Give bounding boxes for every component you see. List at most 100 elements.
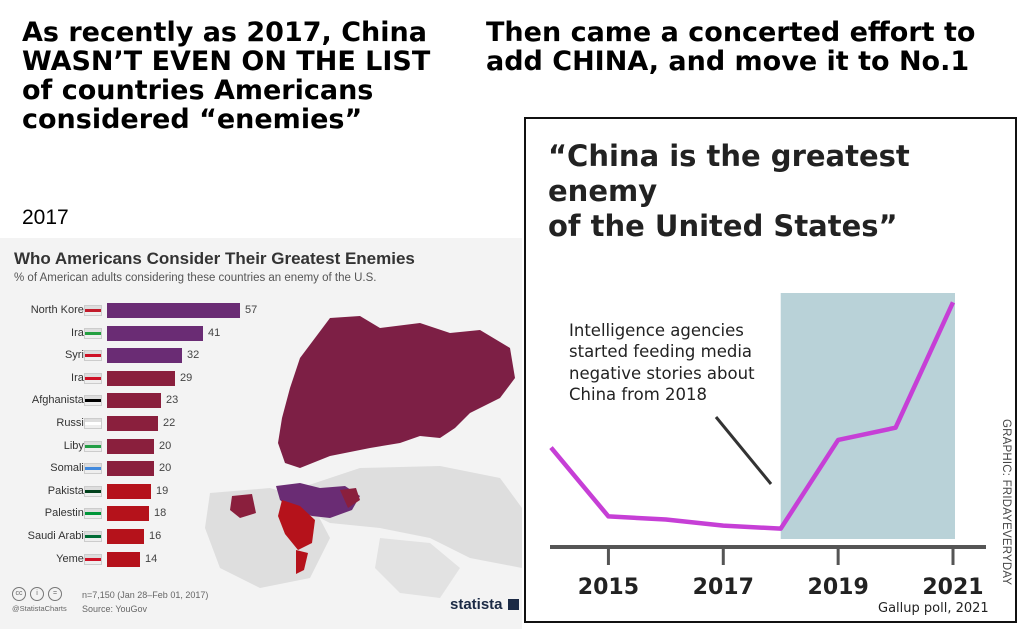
x-tick-label: 2019 [808,575,869,600]
bar-row: Iraq 29 [0,370,522,387]
statista-logo: statista [450,596,503,613]
bar-row: Libya 20 [0,438,522,455]
bar [107,551,140,567]
right-headline: Then came a concerted effort to add CHIN… [486,18,1016,76]
map-landmass [375,538,460,598]
bar [107,416,158,431]
country-label: Libya [63,439,90,452]
bar-value-label: 20 [159,439,172,452]
country-label: Yemen [56,552,90,565]
x-tick-label: 2021 [922,575,983,600]
bar-row: Russia 22 [0,415,522,432]
flag-icon [84,350,102,362]
bar-row: Saudi Arabia 16 [0,528,522,545]
bar [107,506,149,522]
country-label: Russia [56,417,90,429]
left-headline-line: of countries Americans [22,75,374,107]
statista-chart: Who Americans Consider Their Greatest En… [0,238,522,629]
year-label: 2017 [22,206,69,229]
annotation-line: Intelligence agencies [569,321,744,340]
left-headline-line: As recently as 2017, China [22,17,427,48]
left-headline: As recently as 2017, China WASN’T EVEN O… [22,18,472,135]
bar-row: North Korea 57 [0,302,522,319]
bar-row: Afghanistan 23 [0,392,522,409]
bar [107,393,161,409]
statista-title: Who Americans Consider Their Greatest En… [14,249,415,268]
bar [107,348,182,364]
bar-row: Somalia 20 [0,460,522,477]
flag-icon [84,485,102,497]
x-tick-label: 2017 [693,575,754,600]
bar-value-label: 14 [145,552,158,565]
bar-row: Iran 41 [0,325,522,342]
gallup-plot: 2015 2017 2019 2021 [549,293,986,600]
gallup-chart: 2015 2017 2019 2021 “China is the greatest … [524,117,1017,623]
shaded-period [780,293,955,539]
gallup-title-line: of the United States” [548,208,898,243]
flag-icon [84,531,102,542]
bar-value-label: 19 [156,484,169,497]
map-libya [230,494,256,518]
bar-value-label: 20 [159,462,172,475]
statista-handle: @StatistaCharts [12,604,67,613]
bar-value-label: 41 [208,326,221,339]
bar [107,438,154,454]
flag-icon [84,418,102,429]
flag-icon [84,463,102,475]
annotation-line: negative stories about [569,363,755,383]
flag-icon [84,305,102,316]
bar [107,325,203,341]
map-russia [278,316,515,468]
flag-icon [84,440,102,452]
country-label: North Korea [30,304,90,316]
country-label: Iran [71,326,90,339]
flag-icon [84,395,102,407]
bar-value-label: 18 [154,507,167,520]
map-pakistan [340,488,360,508]
map-arabia [278,500,315,550]
bar-row: Syria 32 [0,347,522,364]
country-label: Saudi Arabia [27,530,90,542]
bar-value-label: 57 [245,304,258,316]
bar [107,529,144,544]
series-line [549,301,956,531]
map-somalia [296,550,308,574]
bar [107,370,175,386]
left-headline-line: WASN’T EVEN ON THE LIST [22,46,431,78]
bar-value-label: 29 [180,371,193,384]
gallup-title-line: “China is the greatest enemy [548,139,910,208]
country-label: Pakistan [47,484,90,497]
bar-row: Palestine 18 [0,505,522,522]
bar [107,461,154,477]
creative-commons-icon: cc [12,587,26,601]
flag-icon [84,327,102,339]
statista-logo-icon [508,599,519,610]
bar [107,303,240,318]
annotation-pointer [714,416,773,485]
country-label: Palestine [44,507,90,520]
annotation-line: started feeding media [569,342,753,362]
flag-icon [84,508,102,520]
gallup-title: “China is the greatest enemy of the Unit… [548,139,1015,243]
flag-icon [84,553,102,565]
right-headline-line: add CHINA, and move it to No.1 [486,46,970,78]
bar-value-label: 22 [163,417,176,429]
bar-value-label: 32 [187,349,200,362]
x-tick-label: 2015 [578,575,639,600]
info-icon: i [30,587,44,601]
statista-subtitle: % of American adults considering these c… [14,272,377,284]
graphic-credit: GRAPHIC: FRIDAYEVERYDAY [1000,419,1012,586]
no-derivatives-icon: = [48,587,62,601]
flag-icon [84,372,102,384]
bar-value-label: 16 [149,530,162,542]
sample-size-note: n=7,150 (Jan 28–Feb 01, 2017) [82,590,209,600]
country-label: Afghanistan [31,394,90,407]
left-headline-line: considered “enemies” [22,104,363,136]
country-label: Syria [64,349,90,362]
bar-row: Yemen 14 [0,551,522,568]
world-map-graphic [205,316,522,598]
annotation-line: China from 2018 [569,385,708,405]
bar-value-label: 23 [166,394,179,407]
country-label: Iraq [71,371,90,384]
annotation-text: Intelligence agencies started feeding me… [569,320,755,406]
